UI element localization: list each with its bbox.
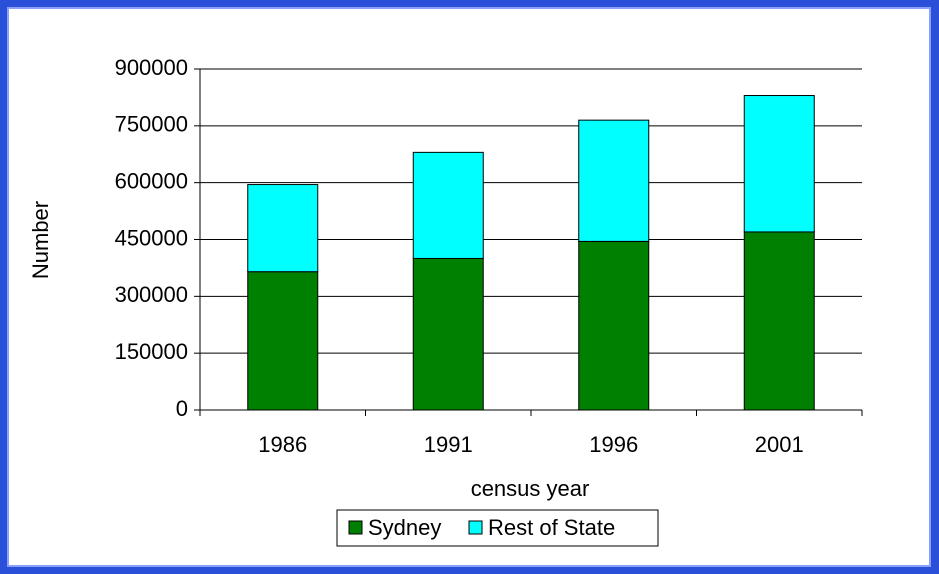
y-tick-label: 900000 — [115, 55, 188, 80]
bar-segment — [412, 151, 484, 259]
x-tick-label: 1996 — [589, 432, 638, 457]
legend-swatch — [348, 520, 363, 535]
x-tick-label: 1986 — [258, 432, 307, 457]
y-tick-label: 150000 — [115, 339, 188, 364]
bar-segment — [247, 184, 319, 273]
y-axis-label: Number — [28, 201, 53, 279]
y-tick-label: 450000 — [115, 225, 188, 250]
bar-segment — [578, 240, 650, 411]
x-tick-label: 2001 — [755, 432, 804, 457]
legend-swatch — [468, 520, 483, 535]
y-tick-label: 300000 — [115, 282, 188, 307]
legend-label: Sydney — [368, 515, 441, 540]
x-tick-label: 1991 — [424, 432, 473, 457]
bar-segment — [578, 119, 650, 242]
y-tick-label: 0 — [176, 396, 188, 421]
legend-box — [336, 509, 659, 547]
bar-segment — [412, 257, 484, 411]
bar-segment — [247, 271, 319, 411]
legend-label: Rest of State — [488, 515, 615, 540]
bar-segment — [743, 95, 815, 233]
y-tick-label: 600000 — [115, 168, 188, 193]
y-tick-label: 750000 — [115, 112, 188, 137]
x-axis-label: census year — [471, 476, 590, 501]
bar-segment — [743, 231, 815, 411]
